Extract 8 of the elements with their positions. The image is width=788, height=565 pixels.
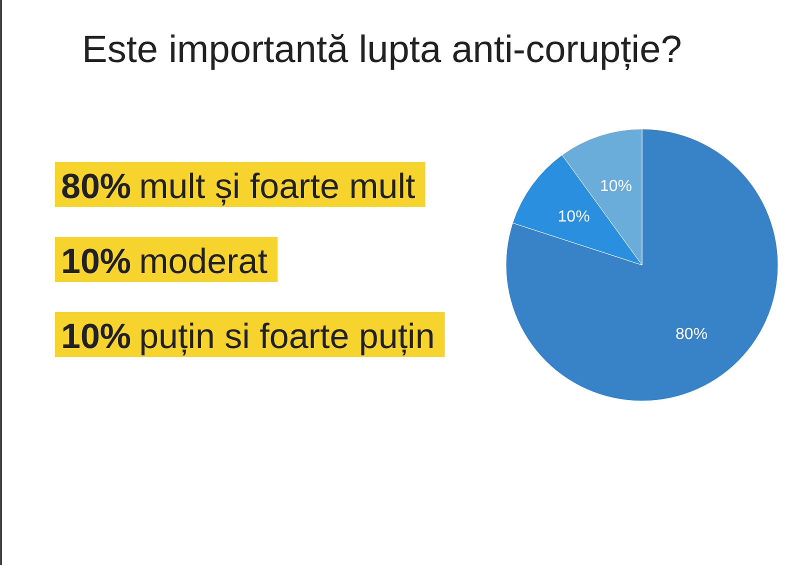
data-label: 10% xyxy=(600,178,632,195)
text: 80% mult și foarte mult xyxy=(61,167,416,206)
text: 10% moderat xyxy=(61,242,268,281)
data-label: 10% xyxy=(558,208,590,226)
pie-slice xyxy=(506,128,778,402)
chart-title: Este importantă lupta anti-corupție? xyxy=(82,29,682,71)
text: 10% puțin si foarte puțin xyxy=(61,317,435,356)
data-label: 80% xyxy=(676,326,708,344)
